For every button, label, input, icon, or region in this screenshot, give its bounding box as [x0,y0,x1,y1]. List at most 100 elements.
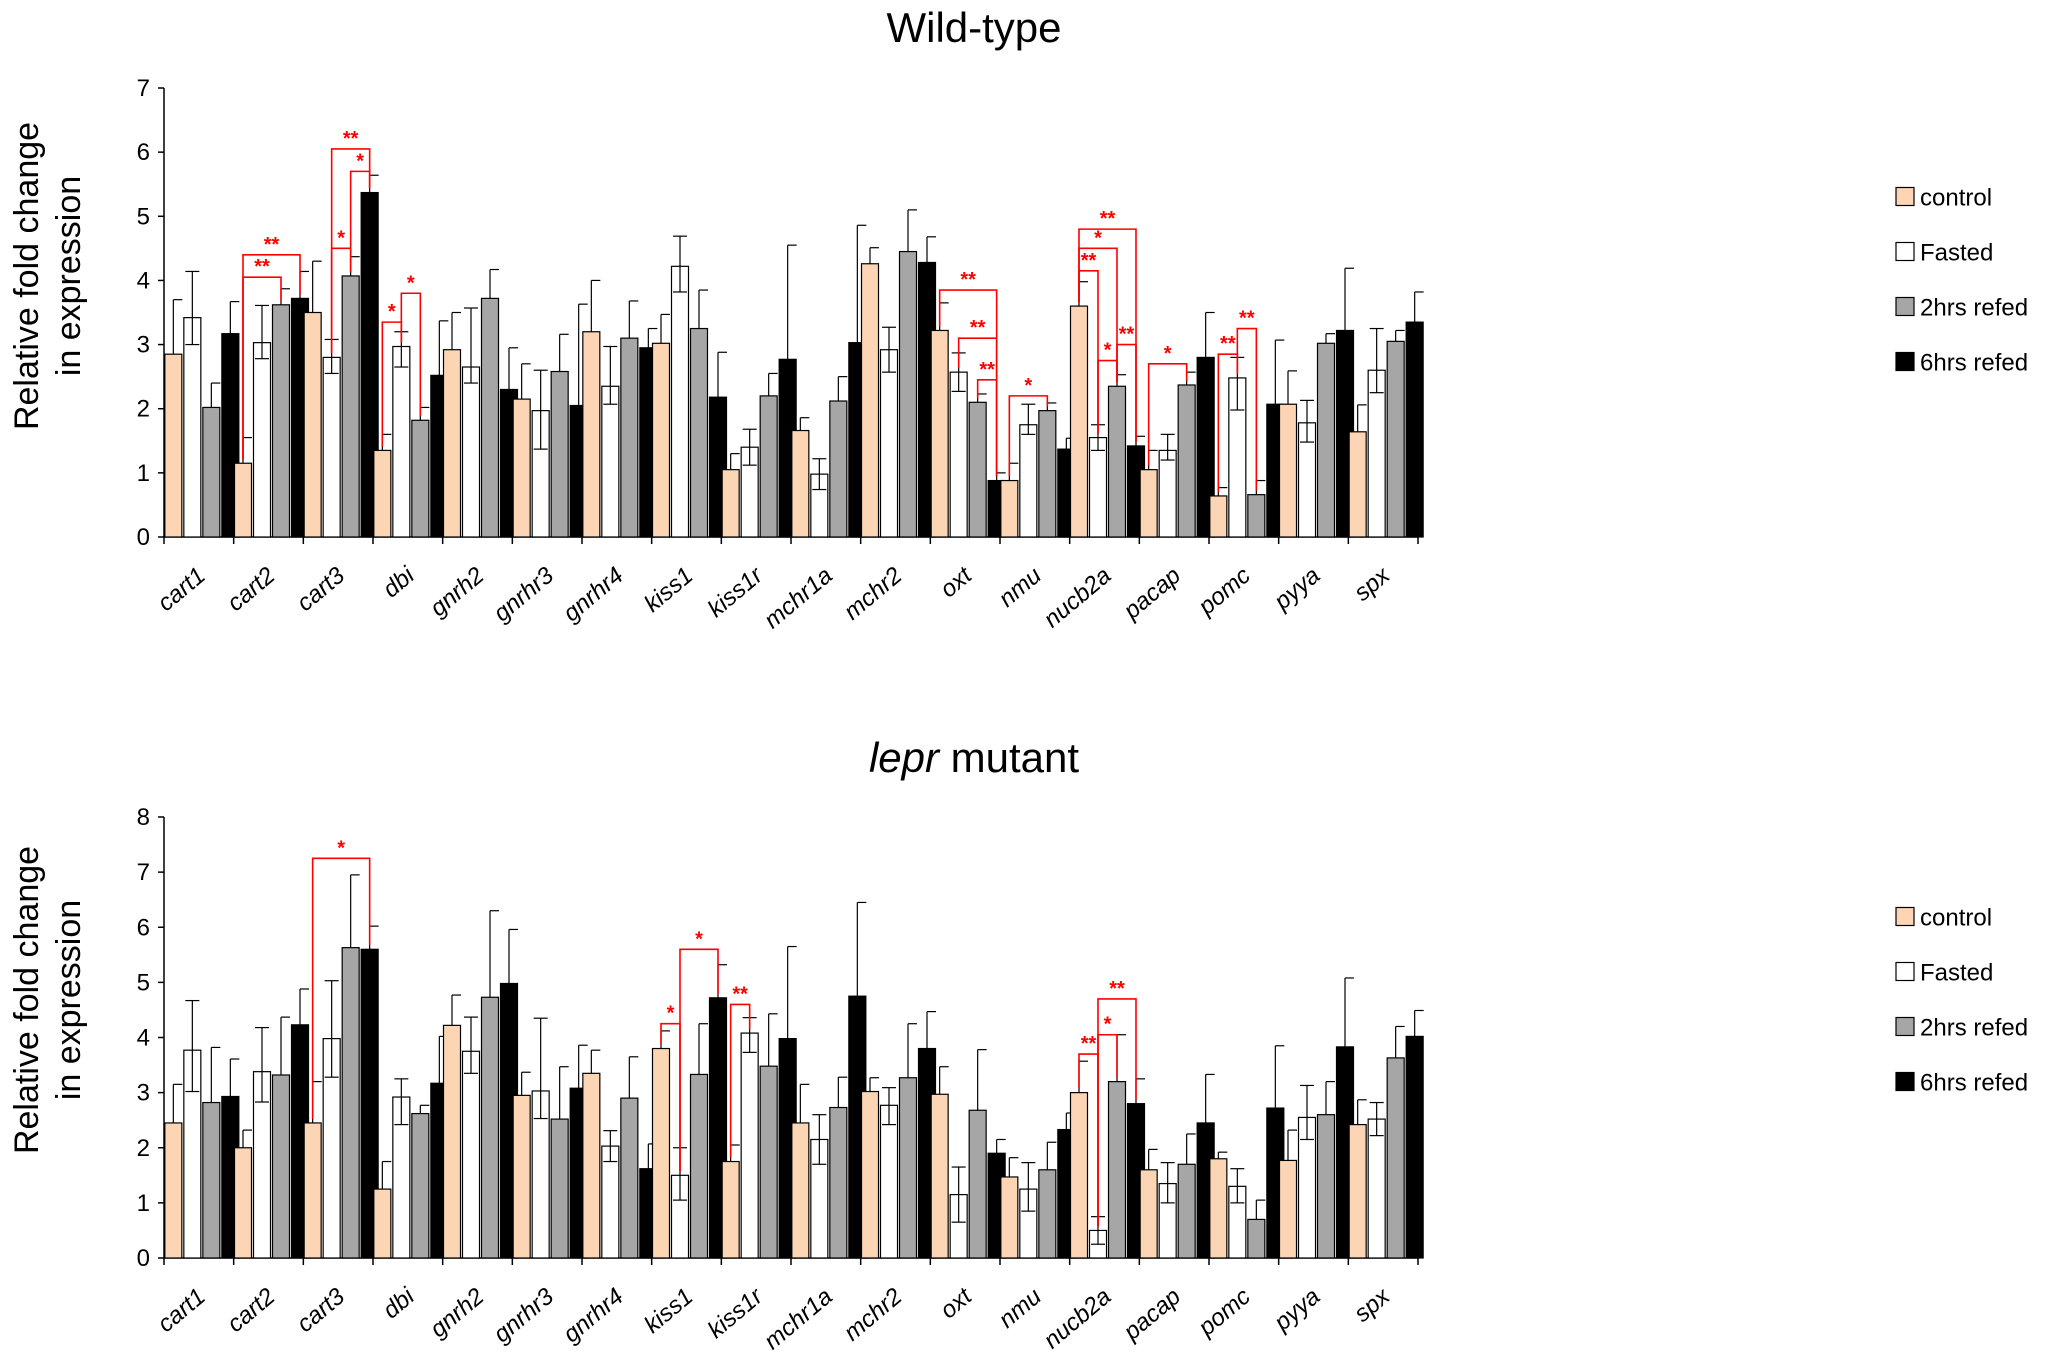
bar-2hrs-refed-pyya [1316,1114,1336,1259]
bar-2hrs-refed-cart1 [202,1101,221,1259]
bar-2hrs-refed-kiss1 [689,1073,709,1259]
bar-2hrs-refed-cart2 [271,1074,291,1259]
legend-label-control: control [1920,185,1992,212]
y-tick-label: 3 [137,1080,150,1107]
significance-marker: ** [264,234,280,256]
x-tick-label-nucb2a: nucb2a [1039,562,1117,633]
significance-marker: * [1024,375,1032,397]
bar-2hrs-refed-mchr1a [829,400,848,538]
y-tick-label: 2 [137,396,150,423]
legend: control Fasted 2hrs refed 6hrs refed [1895,185,2028,377]
y-axis-label-line2: in expression [50,176,88,376]
x-tick-label-oxt: oxt [935,1282,978,1324]
significance-marker: * [337,227,345,249]
legend-swatch-control [1895,186,1915,207]
significance-line [1147,363,1188,466]
significance-marker: ** [970,317,986,339]
significance-marker: ** [1119,324,1135,346]
significance-marker: ** [1109,978,1125,1000]
bar-2hrs-refed-cart3 [341,275,360,538]
significance-line [349,170,371,272]
x-tick-label-dbi: dbi [378,1282,420,1324]
bar-2hrs-refed-gnrhr4 [620,1097,639,1259]
bar-fasted-dbi [392,345,411,538]
legend-swatch-6hrs-refed [1895,1071,1915,1092]
legend-label-fasted: Fasted [1920,960,1993,987]
significance-bracket-pomc: ** [1236,308,1258,491]
bar-control-nmu [1000,1176,1019,1259]
chart-wild-type: Wild-type Relative fold change in expres… [8,4,2028,634]
bar-2hrs-refed-gnrhr3 [550,370,569,538]
significance-bracket-cart3: * [330,227,352,354]
bar-2hrs-refed-dbi [411,1112,430,1259]
significance-line [729,1003,751,1158]
legend: control Fasted 2hrs refed 6hrs refed [1895,905,2028,1097]
y-axis-label-line1: Relative fold change [8,846,46,1154]
bar-control-pyya [1278,403,1298,538]
significance-line [976,379,998,477]
y-tick-label: 7 [137,859,150,886]
legend-label-6hrs-refed: 6hrs refed [1920,350,2028,377]
bar-control-gnrhr4 [582,1072,601,1259]
bar-2hrs-refed-pyya [1316,342,1336,538]
bar-control-dbi [373,449,392,538]
y-tick-label: 6 [137,914,150,941]
bar-2hrs-refed-cart3 [341,947,360,1259]
bar-2hrs-refed-gnrhr4 [620,337,639,538]
bar-control-pomc [1209,495,1228,538]
y-tick-label: 4 [137,1025,150,1052]
bar-2hrs-refed-kiss1 [689,327,709,538]
x-tick-label-nmu: nmu [994,562,1047,613]
bar-2hrs-refed-nucb2a [1107,1080,1127,1259]
y-tick-label: 1 [137,460,150,487]
x-tick-label-dbi: dbi [378,561,420,603]
bar-2hrs-refed-pomc [1247,1218,1266,1259]
significance-bracket-cart3: * [311,837,371,1119]
x-tick-label-pomc: pomc [1193,1283,1256,1342]
significance-marker: * [1164,343,1172,365]
bar-2hrs-refed-mchr1a [829,1106,848,1259]
legend-swatch-2hrs-refed [1895,1016,1915,1037]
bar-fasted-pacap [1158,449,1177,538]
x-tick-label-cart1: cart1 [152,1283,210,1338]
y-tick-label: 4 [137,267,150,294]
bar-fasted-gnrh2 [461,366,481,538]
legend-swatch-2hrs-refed [1895,296,1915,317]
y-tick-label: 8 [137,804,150,831]
bar-control-cart1 [164,1122,183,1259]
significance-marker: ** [1239,308,1255,330]
significance-bracket-oxt: ** [976,359,998,477]
bar-fasted-cart1 [183,317,202,538]
x-tick-label-mchr1a: mchr1a [759,562,838,634]
legend-swatch-6hrs-refed [1895,351,1915,372]
bar-control-gnrh2 [442,1024,462,1259]
bar-control-dbi [373,1188,392,1259]
significance-line [311,857,371,1119]
significance-bracket-pacap: * [1147,343,1188,466]
significance-marker: ** [254,256,270,278]
chart-title-rest: mutant [939,734,1079,781]
x-tick-label-kiss1: kiss1 [639,1283,698,1339]
significance-marker: * [1094,227,1102,249]
bar-control-nucb2a [1069,305,1089,538]
bar-control-mchr2 [860,263,880,538]
bar-2hrs-refed-pacap [1177,1163,1196,1259]
bar-2hrs-refed-nmu [1038,410,1057,538]
bar-2hrs-refed-gnrh2 [480,996,500,1259]
bar-control-kiss1 [651,1047,671,1259]
x-tick-label-spx: spx [1349,1282,1396,1327]
significance-line [679,948,719,1172]
significance-marker: ** [1081,1033,1097,1055]
x-tick-label-cart1: cart1 [152,562,210,617]
significance-marker: ** [343,128,359,150]
bar-control-pyya [1278,1159,1298,1259]
y-tick-label: 5 [137,969,150,996]
bar-fasted-mchr2 [879,349,899,538]
significance-marker: * [1104,1014,1112,1036]
significance-line [330,247,352,354]
bar-2hrs-refed-kiss1r [759,395,778,538]
bar-control-cart2 [233,462,253,538]
bar-control-mchr1a [791,1122,810,1259]
bar-control-nmu [1000,479,1019,538]
